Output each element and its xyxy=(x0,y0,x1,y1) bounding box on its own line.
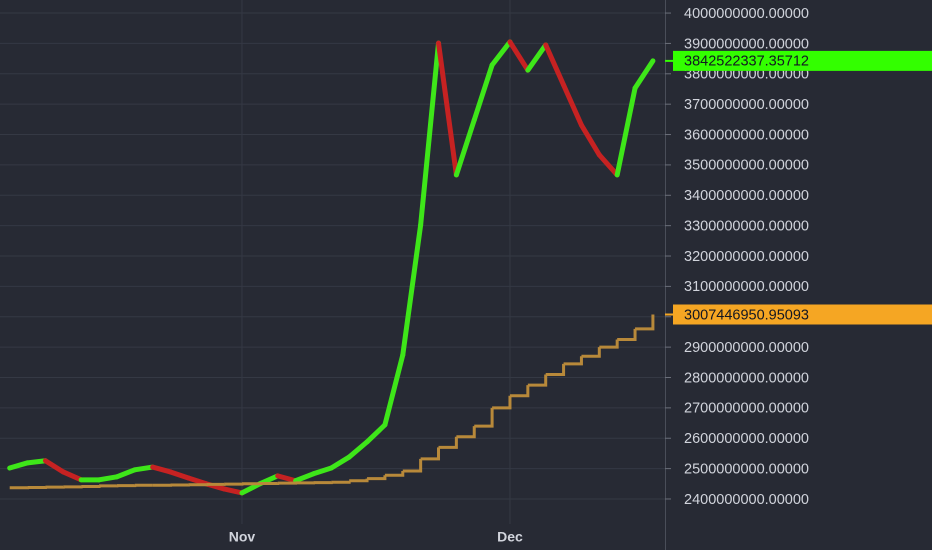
line-segment xyxy=(239,481,263,496)
line-segment xyxy=(471,62,495,123)
x-tick-label: Dec xyxy=(497,529,523,545)
line-segment xyxy=(168,469,191,481)
line-segment xyxy=(346,439,370,460)
line-segment xyxy=(42,458,66,475)
y-tick-label: 2900000000.00000 xyxy=(684,340,809,356)
line-segment xyxy=(114,467,138,480)
line-segment xyxy=(400,222,424,358)
step-segment xyxy=(402,458,423,473)
price-tag xyxy=(673,50,932,71)
price-label: 3007446950.95093 xyxy=(684,307,809,323)
step-segment xyxy=(474,407,494,428)
y-axis: 2400000000.00000 2500000000.00000 26000000… xyxy=(665,6,932,508)
line-segment xyxy=(578,122,602,158)
price-tag xyxy=(673,304,932,325)
line-segment xyxy=(60,469,84,483)
y-tick-label: 2700000000.00000 xyxy=(684,401,809,417)
line-segment xyxy=(150,464,174,475)
step-segment xyxy=(527,374,548,387)
line-segment xyxy=(525,42,549,73)
y-tick-label: 3900000000.00000 xyxy=(684,36,809,52)
line-segment xyxy=(25,458,48,466)
line-segment xyxy=(7,460,31,471)
y-tick-label: 2500000000.00000 xyxy=(684,461,809,477)
step-segment xyxy=(599,339,619,349)
line-segment xyxy=(543,42,567,88)
step-segment xyxy=(635,314,655,331)
line-segment xyxy=(418,40,442,228)
y-tick-label: 3400000000.00000 xyxy=(684,188,809,204)
line-segment xyxy=(310,465,334,477)
line-segment xyxy=(632,58,656,91)
line-segment xyxy=(489,39,513,68)
y-tick-label: 3700000000.00000 xyxy=(684,97,809,113)
step-segment xyxy=(492,395,512,410)
x-tick-label: Nov xyxy=(229,529,256,545)
step-segment xyxy=(563,356,583,366)
step-segment xyxy=(81,485,101,489)
y-tick-label: 2600000000.00000 xyxy=(684,431,809,447)
line-segment xyxy=(132,464,156,473)
line-segment xyxy=(221,486,245,496)
y-tick-label: 2800000000.00000 xyxy=(684,370,809,386)
line-segment xyxy=(328,454,352,471)
y-tick-label: 3100000000.00000 xyxy=(684,279,809,295)
step-segment xyxy=(456,426,476,439)
step-segment xyxy=(617,328,637,342)
step-segment xyxy=(509,385,530,398)
line-segment xyxy=(596,152,620,178)
line-segment xyxy=(185,475,209,487)
step-segment xyxy=(420,447,441,461)
step-segment xyxy=(438,436,458,449)
price-label: 3842522337.35712 xyxy=(684,54,809,70)
step-segment xyxy=(581,347,601,358)
y-tick-label: 3600000000.00000 xyxy=(684,127,809,143)
line-segment xyxy=(561,82,584,128)
line-segment xyxy=(382,352,406,428)
step-segment xyxy=(545,363,566,376)
y-tick-label: 2400000000.00000 xyxy=(684,492,809,508)
y-tick-label: 3300000000.00000 xyxy=(684,218,809,234)
line-segment xyxy=(275,473,299,484)
line-segment xyxy=(614,85,638,178)
line-segment xyxy=(453,117,477,178)
plot xyxy=(7,39,656,496)
line-segment xyxy=(293,471,316,484)
line-segment xyxy=(507,39,531,73)
line-segment xyxy=(96,474,120,483)
grid xyxy=(0,0,665,524)
line-segment xyxy=(364,422,388,445)
line-segment xyxy=(436,40,459,178)
y-tick-label: 3200000000.00000 xyxy=(684,249,809,265)
y-tick-label: 3500000000.00000 xyxy=(684,158,809,174)
step-segment xyxy=(331,480,351,484)
y-tick-label: 4000000000.00000 xyxy=(684,6,809,22)
